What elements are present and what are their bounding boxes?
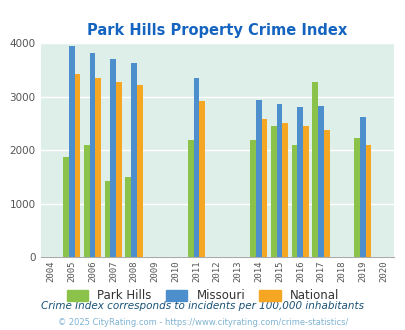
Bar — [116, 82, 122, 257]
Bar — [69, 46, 75, 257]
Bar — [318, 106, 323, 257]
Bar — [270, 126, 276, 257]
Bar — [261, 118, 267, 257]
Bar — [104, 181, 110, 257]
Bar — [249, 140, 255, 257]
Bar — [187, 140, 193, 257]
Bar — [276, 104, 282, 257]
Bar — [136, 85, 143, 257]
Bar — [364, 145, 371, 257]
Legend: Park Hills, Missouri, National: Park Hills, Missouri, National — [62, 285, 343, 307]
Bar — [83, 145, 90, 257]
Bar — [353, 138, 359, 257]
Bar — [193, 78, 199, 257]
Bar — [90, 52, 95, 257]
Title: Park Hills Property Crime Index: Park Hills Property Crime Index — [87, 22, 347, 38]
Bar — [63, 156, 69, 257]
Bar — [311, 82, 318, 257]
Text: Crime Index corresponds to incidents per 100,000 inhabitants: Crime Index corresponds to incidents per… — [41, 301, 364, 311]
Bar — [75, 74, 80, 257]
Bar — [199, 101, 205, 257]
Bar — [131, 63, 136, 257]
Bar — [282, 123, 288, 257]
Bar — [95, 78, 101, 257]
Bar — [359, 117, 364, 257]
Text: © 2025 CityRating.com - https://www.cityrating.com/crime-statistics/: © 2025 CityRating.com - https://www.city… — [58, 318, 347, 327]
Bar — [110, 59, 116, 257]
Bar — [291, 145, 297, 257]
Bar — [297, 107, 303, 257]
Bar — [125, 177, 131, 257]
Bar — [323, 130, 329, 257]
Bar — [255, 100, 261, 257]
Bar — [303, 126, 308, 257]
